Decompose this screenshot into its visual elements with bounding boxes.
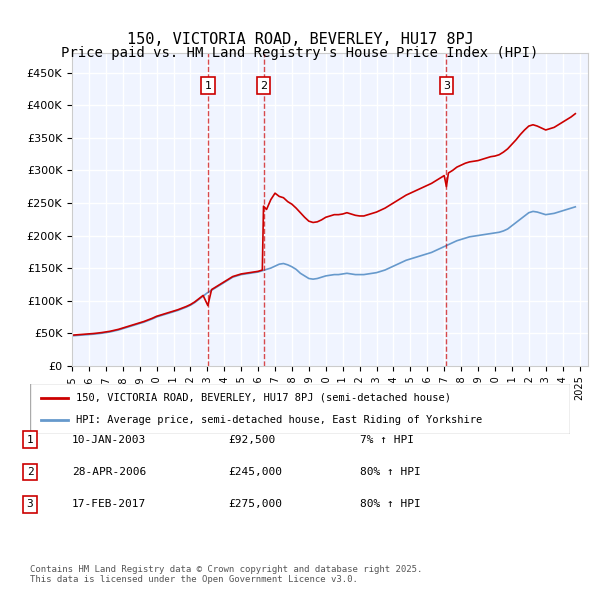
Text: 2: 2 — [260, 81, 267, 91]
Text: 2: 2 — [26, 467, 34, 477]
Text: 1: 1 — [205, 81, 211, 91]
Text: Price paid vs. HM Land Registry's House Price Index (HPI): Price paid vs. HM Land Registry's House … — [61, 46, 539, 60]
FancyBboxPatch shape — [30, 384, 570, 434]
Text: HPI: Average price, semi-detached house, East Riding of Yorkshire: HPI: Average price, semi-detached house,… — [76, 415, 482, 425]
Text: 150, VICTORIA ROAD, BEVERLEY, HU17 8PJ (semi-detached house): 150, VICTORIA ROAD, BEVERLEY, HU17 8PJ (… — [76, 392, 451, 402]
150, VICTORIA ROAD, BEVERLEY, HU17 8PJ (semi-detached house) — [533, 123, 541, 130]
Line: 150, VICTORIA ROAD, BEVERLEY, HU17 8PJ (semi-detached house): 150, VICTORIA ROAD, BEVERLEY, HU17 8PJ (… — [72, 114, 575, 335]
150, VICTORIA ROAD, BEVERLEY, HU17 8PJ (semi-detached house) — [555, 121, 562, 128]
Text: £245,000: £245,000 — [228, 467, 282, 477]
150, VICTORIA ROAD, BEVERLEY, HU17 8PJ (semi-detached house) — [68, 332, 76, 339]
150, VICTORIA ROAD, BEVERLEY, HU17 8PJ (semi-detached house) — [572, 110, 579, 117]
HPI: Average price, semi-detached house, East Riding of Yorkshire: (2e+03, 8.5e+04): Average price, semi-detached house, East… — [174, 307, 181, 314]
Text: 150, VICTORIA ROAD, BEVERLEY, HU17 8PJ: 150, VICTORIA ROAD, BEVERLEY, HU17 8PJ — [127, 32, 473, 47]
Text: Contains HM Land Registry data © Crown copyright and database right 2025.
This d: Contains HM Land Registry data © Crown c… — [30, 565, 422, 584]
HPI: Average price, semi-detached house, East Riding of Yorkshire: (2.02e+03, 1.68e+05): Average price, semi-detached house, East… — [415, 253, 422, 260]
HPI: Average price, semi-detached house, East Riding of Yorkshire: (2e+03, 1.12e+05): Average price, semi-detached house, East… — [204, 289, 211, 296]
Line: HPI: Average price, semi-detached house, East Riding of Yorkshire: HPI: Average price, semi-detached house,… — [72, 207, 575, 336]
Text: £275,000: £275,000 — [228, 500, 282, 509]
150, VICTORIA ROAD, BEVERLEY, HU17 8PJ (semi-detached house) — [390, 199, 397, 206]
Text: 10-JAN-2003: 10-JAN-2003 — [72, 435, 146, 444]
Text: 28-APR-2006: 28-APR-2006 — [72, 467, 146, 477]
Text: 17-FEB-2017: 17-FEB-2017 — [72, 500, 146, 509]
Text: 80% ↑ HPI: 80% ↑ HPI — [360, 500, 421, 509]
Text: 1: 1 — [26, 435, 34, 444]
Text: 80% ↑ HPI: 80% ↑ HPI — [360, 467, 421, 477]
HPI: Average price, semi-detached house, East Riding of Yorkshire: (2e+03, 4.6e+04): Average price, semi-detached house, East… — [68, 332, 76, 339]
HPI: Average price, semi-detached house, East Riding of Yorkshire: (2.01e+03, 1.41e+05): Average price, semi-detached house, East… — [347, 270, 355, 277]
HPI: Average price, semi-detached house, East Riding of Yorkshire: (2.02e+03, 1.98e+05): Average price, semi-detached house, East… — [466, 233, 473, 240]
HPI: Average price, semi-detached house, East Riding of Yorkshire: (2.02e+03, 2.44e+05): Average price, semi-detached house, East… — [572, 204, 579, 211]
150, VICTORIA ROAD, BEVERLEY, HU17 8PJ (semi-detached house) — [233, 272, 241, 279]
Text: 3: 3 — [26, 500, 34, 509]
Text: 3: 3 — [443, 81, 450, 91]
Text: £92,500: £92,500 — [228, 435, 275, 444]
150, VICTORIA ROAD, BEVERLEY, HU17 8PJ (semi-detached house) — [343, 209, 350, 217]
HPI: Average price, semi-detached house, East Riding of Yorkshire: (2.02e+03, 2.36e+05): Average price, semi-detached house, East… — [555, 208, 562, 215]
Text: 7% ↑ HPI: 7% ↑ HPI — [360, 435, 414, 444]
150, VICTORIA ROAD, BEVERLEY, HU17 8PJ (semi-detached house) — [187, 301, 194, 308]
